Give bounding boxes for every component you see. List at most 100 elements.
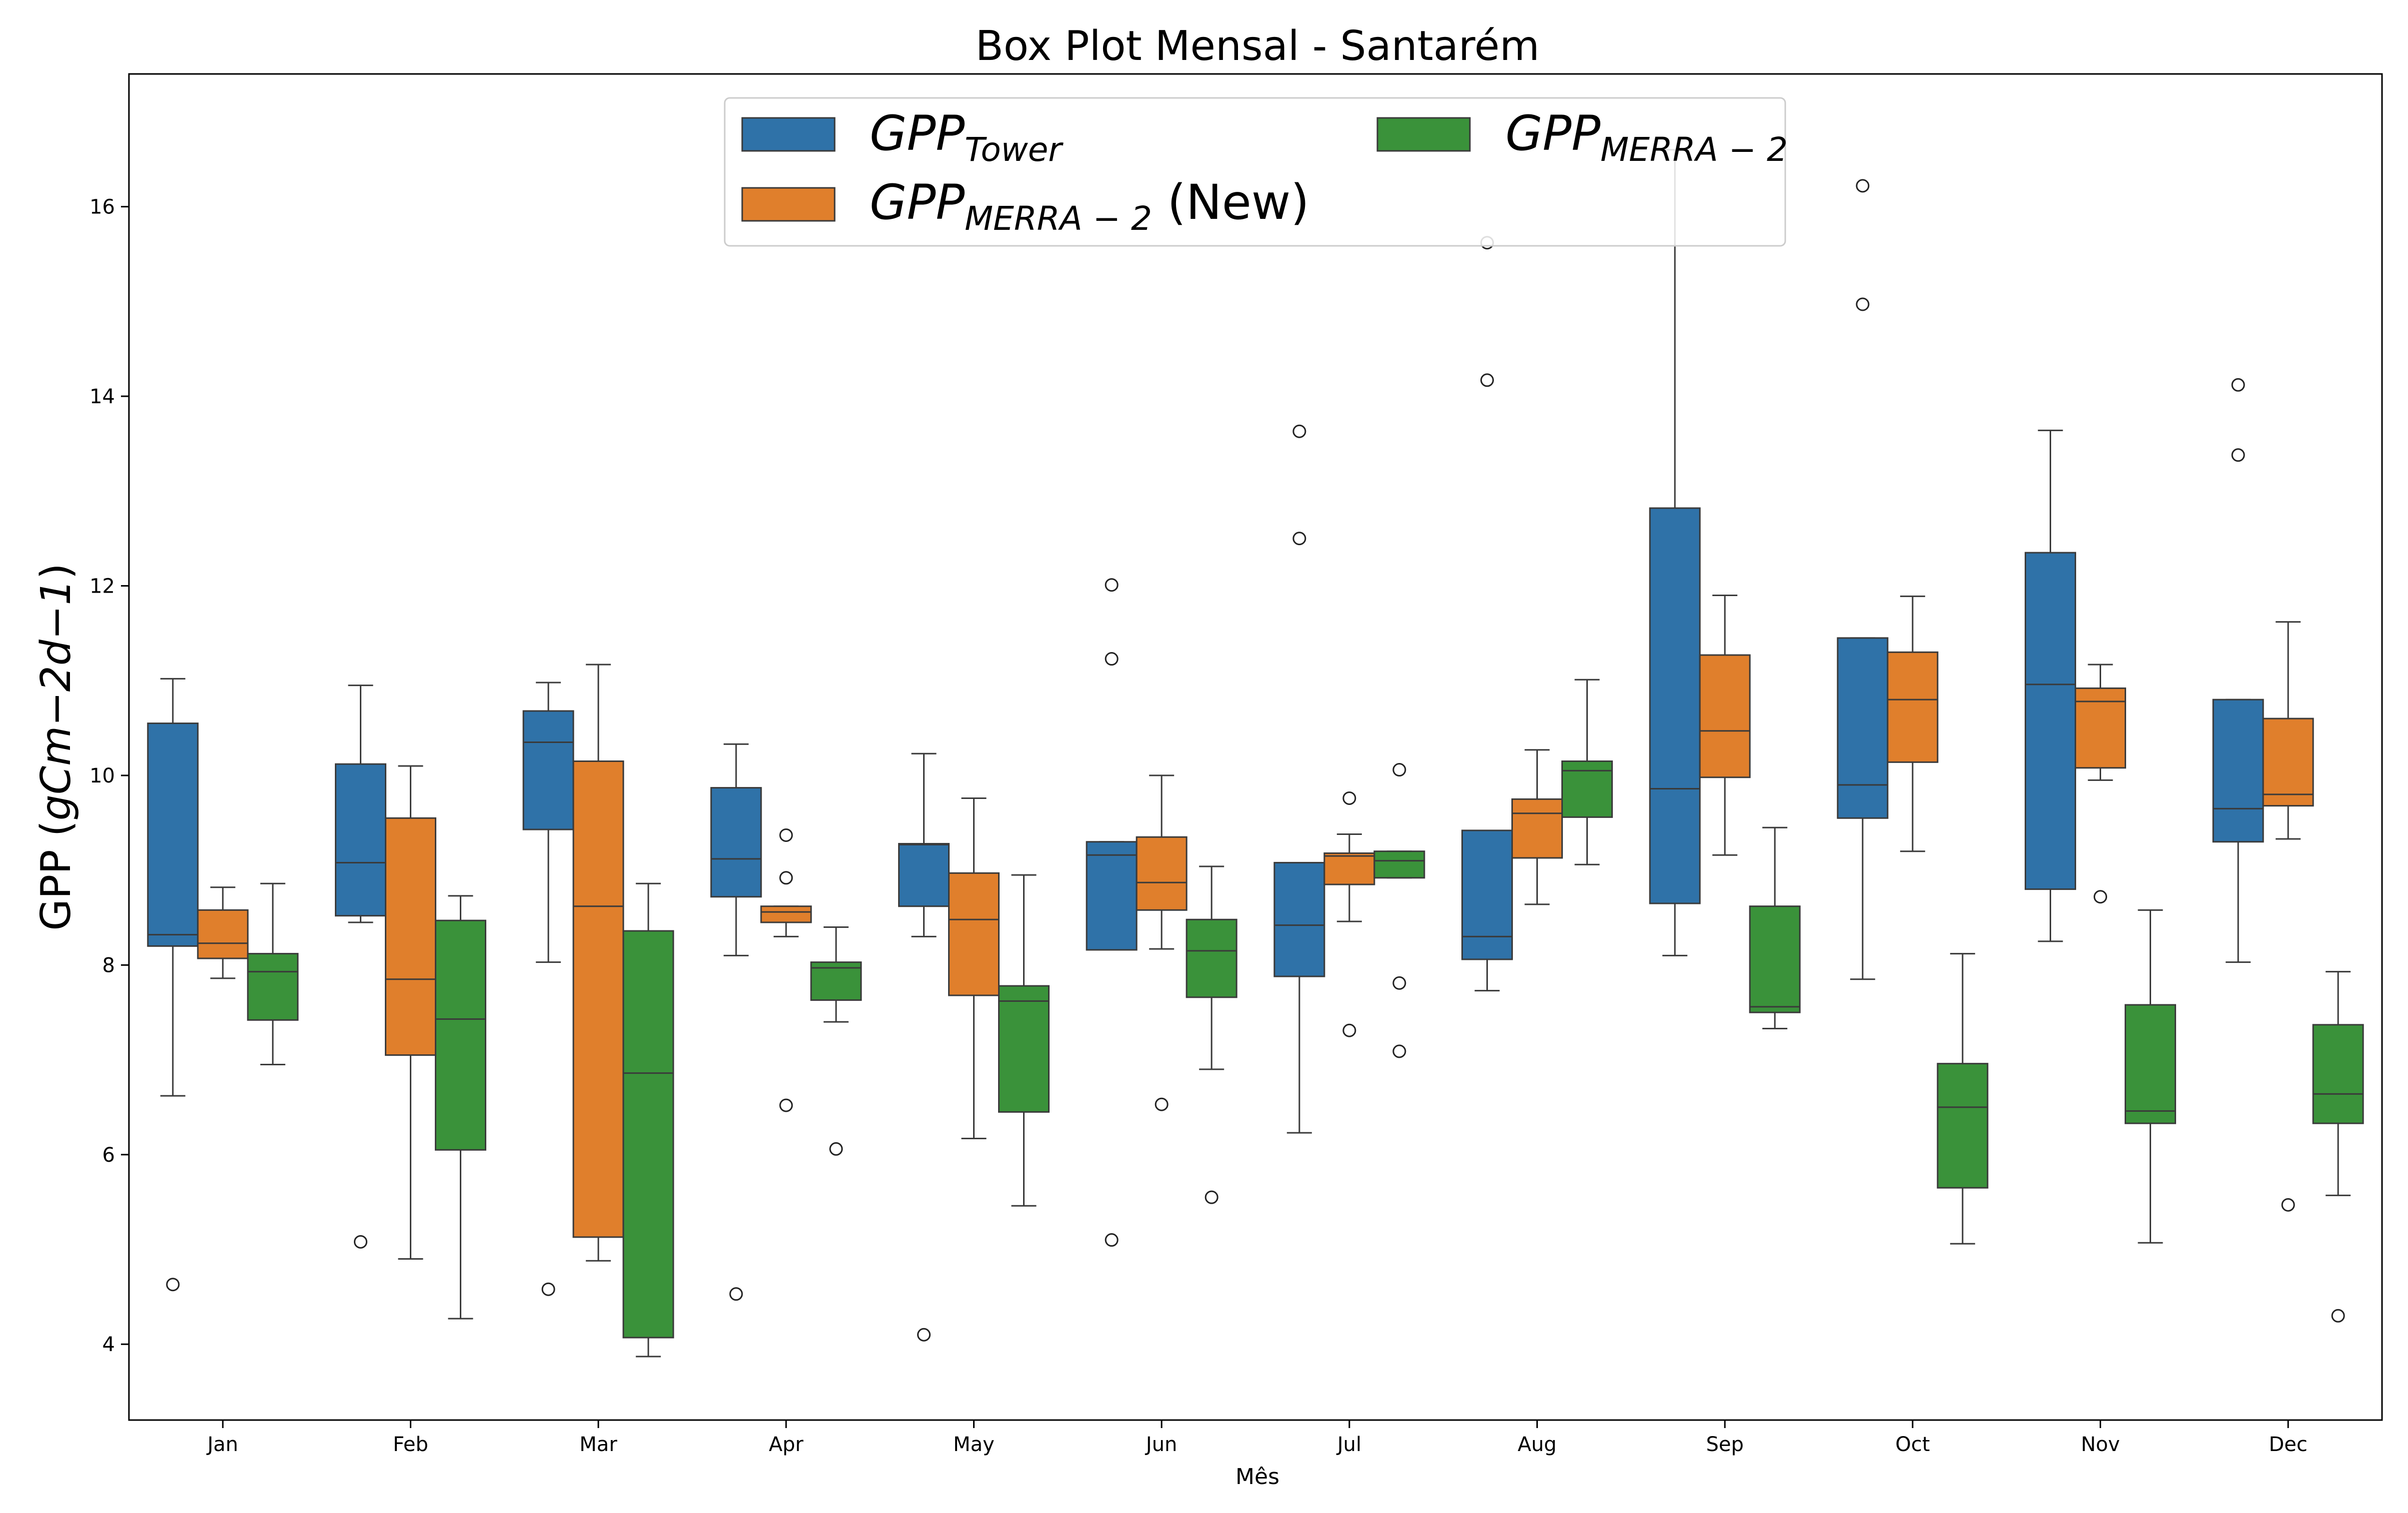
box-iqr bbox=[247, 953, 299, 1021]
box-iqr bbox=[1649, 507, 1701, 904]
box-may-s2 bbox=[998, 874, 1050, 1207]
x-tick-label: Jul bbox=[1336, 1433, 1361, 1456]
box-feb-s1 bbox=[385, 765, 436, 1260]
outlier-point bbox=[1856, 179, 1870, 193]
box-iqr bbox=[1136, 836, 1188, 911]
box-sep-s0 bbox=[1649, 149, 1701, 956]
box-iqr bbox=[2075, 687, 2126, 769]
box-iqr bbox=[1273, 861, 1325, 977]
legend-entry-tower: GPPTower bbox=[741, 105, 1064, 169]
y-axis-label-base: GPP bbox=[32, 849, 80, 930]
x-tick-label: Apr bbox=[769, 1433, 804, 1456]
legend-label-merra-sub: MERRA − 2 bbox=[1600, 130, 1788, 169]
outlier-point bbox=[1392, 1044, 1406, 1058]
legend-swatch-tower bbox=[741, 117, 836, 152]
outlier-point bbox=[1292, 532, 1306, 546]
y-axis-label-unit: gCm−2d−1 bbox=[32, 579, 80, 820]
box-jun-s1 bbox=[1136, 774, 1188, 1111]
outlier-point bbox=[779, 828, 793, 842]
box-iqr bbox=[2125, 1004, 2176, 1124]
box-may-s1 bbox=[948, 797, 1000, 1140]
outlier-point bbox=[917, 1328, 931, 1342]
box-iqr bbox=[2212, 699, 2264, 843]
outlier-point bbox=[1204, 1190, 1218, 1204]
y-tick-label: 4 bbox=[102, 1333, 115, 1356]
legend-frame bbox=[724, 97, 1786, 247]
legend-label-merra-new: GPPMERRA − 2 (New) bbox=[870, 174, 1309, 238]
outlier-point bbox=[1392, 976, 1406, 990]
box-iqr bbox=[1323, 852, 1375, 885]
box-jul-s2 bbox=[1373, 763, 1425, 1058]
x-tick-label: Feb bbox=[393, 1433, 428, 1456]
box-dec-s2 bbox=[2312, 971, 2364, 1323]
outlier-point bbox=[1480, 373, 1494, 387]
box-iqr bbox=[948, 872, 1000, 996]
x-tick-label: Aug bbox=[1517, 1433, 1556, 1456]
box-jan-s0 bbox=[147, 678, 199, 1292]
box-iqr bbox=[1461, 829, 1513, 960]
outlier-point bbox=[1155, 1097, 1169, 1111]
box-iqr bbox=[1749, 905, 1801, 1013]
x-tick-label: Oct bbox=[1895, 1433, 1930, 1456]
x-tick-label: Sep bbox=[1706, 1433, 1743, 1456]
x-tick-label: Jun bbox=[1145, 1433, 1178, 1456]
box-jan-s1 bbox=[197, 886, 249, 979]
box-iqr bbox=[147, 723, 199, 947]
x-tick-label: Mar bbox=[579, 1433, 617, 1456]
legend-label-merra-new-suffix: (New) bbox=[1152, 174, 1309, 230]
outlier-point bbox=[2094, 890, 2107, 904]
outlier-point bbox=[1292, 424, 1306, 438]
box-feb-s2 bbox=[435, 895, 486, 1320]
y-axis-label: GPP (gCm−2d−1) bbox=[32, 563, 80, 931]
legend-swatch-merra-new bbox=[741, 187, 836, 222]
box-oct-s0 bbox=[1837, 179, 1889, 980]
box-nov-s0 bbox=[2025, 429, 2076, 942]
outlier-point bbox=[1105, 578, 1119, 592]
legend-label-merra-base: GPP bbox=[1505, 105, 1600, 161]
box-aug-s2 bbox=[1561, 679, 1613, 865]
boxes-layer bbox=[147, 149, 2364, 1358]
box-apr-s0 bbox=[710, 743, 762, 1301]
y-tick-label: 14 bbox=[89, 385, 115, 408]
box-dec-s0 bbox=[2212, 378, 2264, 963]
outlier-point bbox=[1856, 297, 1870, 311]
y-tick-label: 16 bbox=[89, 196, 115, 219]
outlier-point bbox=[1105, 652, 1119, 666]
box-iqr bbox=[335, 763, 386, 917]
box-sep-s1 bbox=[1699, 594, 1751, 856]
box-apr-s2 bbox=[810, 926, 862, 1156]
outlier-point bbox=[2331, 1309, 2345, 1323]
box-iqr bbox=[710, 787, 762, 898]
box-iqr bbox=[760, 905, 812, 923]
box-iqr bbox=[197, 909, 249, 959]
chart-title: Box Plot Mensal - Santarém bbox=[976, 22, 1540, 70]
box-may-s0 bbox=[898, 753, 950, 1342]
box-feb-s0 bbox=[335, 685, 386, 1249]
box-sep-s2 bbox=[1749, 826, 1801, 1029]
box-aug-s1 bbox=[1511, 749, 1563, 905]
box-iqr bbox=[1699, 654, 1751, 778]
x-tick-label: Jan bbox=[206, 1433, 238, 1456]
box-mar-s1 bbox=[572, 664, 624, 1262]
box-iqr bbox=[2025, 552, 2076, 890]
legend-label-tower: GPPTower bbox=[870, 105, 1064, 169]
box-iqr bbox=[1937, 1063, 1989, 1189]
box-iqr bbox=[1373, 850, 1425, 879]
legend-label-merra-new-base: GPP bbox=[870, 174, 965, 230]
x-axis-label: Mês bbox=[1235, 1464, 1279, 1490]
box-aug-s0 bbox=[1461, 236, 1513, 992]
legend-entry-merra-new: GPPMERRA − 2 (New) bbox=[741, 174, 1309, 238]
axes-layer: 4 6 8 10 12 14 16 Jan Feb Mar Apr May Jun Jul Aug Sep Oc… bbox=[89, 196, 2308, 1456]
outlier-point bbox=[1392, 763, 1406, 777]
box-iqr bbox=[522, 710, 574, 830]
outlier-point bbox=[779, 1098, 793, 1112]
box-oct-s2 bbox=[1937, 953, 1989, 1245]
box-jun-s0 bbox=[1086, 578, 1138, 1247]
outlier-point bbox=[779, 871, 793, 885]
legend-label-tower-base: GPP bbox=[870, 105, 965, 161]
box-jul-s0 bbox=[1273, 424, 1325, 1134]
y-tick-label: 6 bbox=[102, 1144, 115, 1167]
y-tick-label: 10 bbox=[89, 764, 115, 787]
box-jun-s2 bbox=[1186, 865, 1237, 1204]
legend-label-merra-new-sub: MERRA − 2 bbox=[965, 199, 1152, 238]
